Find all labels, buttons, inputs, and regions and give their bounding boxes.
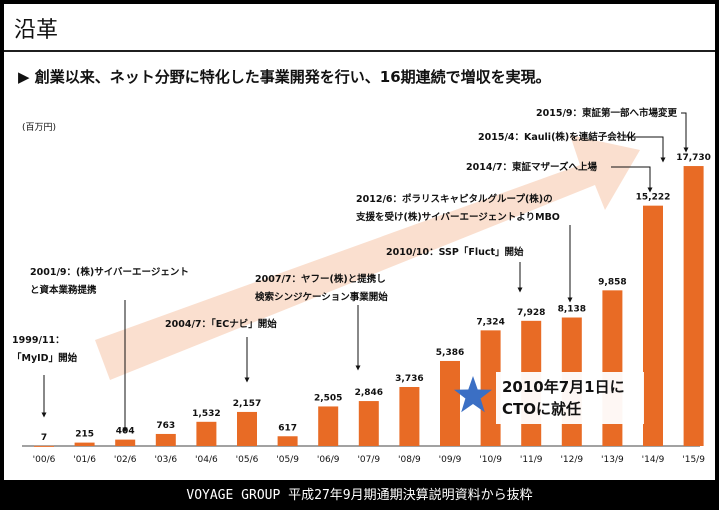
annotation-3-line-0: 2007/7：ヤフー(株)と提携し <box>255 273 386 285</box>
callout-box <box>496 372 644 424</box>
value-label-11: 7,324 <box>476 317 504 327</box>
x-tick-8: '07/9 <box>357 455 380 465</box>
annotation-0-line-0: 1999/11： <box>12 335 65 346</box>
bar-4 <box>196 421 217 446</box>
bar-15 <box>643 205 663 446</box>
value-label-16: 17,730 <box>676 153 711 163</box>
value-label-6: 617 <box>278 423 297 433</box>
annotation-4-line-0: 2010/10：SSP「Fluct」開始 <box>386 246 524 258</box>
value-label-4: 1,532 <box>192 409 220 419</box>
callout-line-1: 2010年7月1日に <box>502 378 625 396</box>
bar-3 <box>155 433 176 446</box>
annotation-7-line-0: 2015/4：Kauli(株)を連結子会社化 <box>478 131 636 143</box>
annotation-arrow-6 <box>611 166 653 193</box>
x-tick-0: '00/6 <box>33 455 56 465</box>
x-tick-16: '15/9 <box>682 455 705 465</box>
x-tick-15: '14/9 <box>642 455 665 465</box>
value-label-5: 2,157 <box>233 399 261 409</box>
bar-2 <box>115 439 136 446</box>
annotation-6-line-0: 2014/7：東証マザーズへ上場 <box>466 161 598 173</box>
annotation-arrow-7 <box>623 136 666 163</box>
annotation-3-line-1: 検索シンジケーション事業開始 <box>255 291 388 303</box>
bar-6 <box>277 436 298 446</box>
unit-label: (百万円) <box>22 122 56 133</box>
annotation-2-line-0: 2004/7：「ECナビ」開始 <box>165 318 277 330</box>
x-tick-7: '06/9 <box>317 455 340 465</box>
x-tick-6: '05/9 <box>276 455 299 465</box>
bar-11 <box>480 330 501 446</box>
slide-title: 沿革 <box>14 18 59 43</box>
bar-0 <box>34 445 54 447</box>
value-label-13: 8,138 <box>558 305 586 315</box>
value-label-9: 3,736 <box>395 374 423 384</box>
value-label-8: 2,846 <box>355 388 383 398</box>
x-tick-1: '01/6 <box>73 455 96 465</box>
annotation-5-line-0: 2012/6：ポラリスキャピタルグループ(株)の <box>356 193 553 205</box>
bar-9 <box>399 387 420 446</box>
value-label-15: 15,222 <box>636 193 671 203</box>
bar-1 <box>74 442 95 446</box>
value-label-14: 9,858 <box>598 277 626 287</box>
x-tick-14: '13/9 <box>601 455 624 465</box>
x-tick-2: '02/6 <box>114 455 137 465</box>
x-tick-3: '03/6 <box>154 455 177 465</box>
value-label-0: 7 <box>41 433 47 443</box>
value-label-7: 2,505 <box>314 393 342 403</box>
x-tick-4: '04/6 <box>195 455 218 465</box>
bar-16 <box>683 166 704 447</box>
value-label-1: 215 <box>75 430 94 440</box>
growth-arrow <box>95 135 640 380</box>
value-label-12: 7,928 <box>517 308 545 318</box>
callout-line-2: CTOに就任 <box>502 400 581 418</box>
annotation-arrow-8 <box>681 112 689 153</box>
x-tick-10: '09/9 <box>439 455 462 465</box>
annotation-8-line-0: 2015/9：東証第一部へ市場変更 <box>536 107 678 119</box>
x-tick-5: '05/6 <box>236 455 259 465</box>
headline: ▶ 創業以来、ネット分野に特化した事業開発を行い、16期連続で増収を実現。 <box>18 68 551 86</box>
annotation-1-line-1: と資本業務提携 <box>30 284 97 296</box>
bar-7 <box>318 406 339 446</box>
annotation-5-line-1: 支援を受け(株)サイバーエージェントよりMBO <box>355 211 560 223</box>
star-icon <box>454 376 492 413</box>
annotation-0-line-1: 「MyID」開始 <box>12 352 78 364</box>
x-tick-13: '12/9 <box>560 455 583 465</box>
x-tick-12: '11/9 <box>520 455 543 465</box>
footer-source: VOYAGE GROUP 平成27年9月期通期決算説明資料から抜粋 <box>186 488 533 503</box>
annotation-1-line-0: 2001/9：(株)サイバーエージェント <box>30 266 189 278</box>
value-label-3: 763 <box>156 421 175 431</box>
bar-5 <box>237 411 257 446</box>
x-tick-9: '08/9 <box>398 455 421 465</box>
bar-10 <box>440 360 460 446</box>
bar-8 <box>358 401 379 446</box>
title-divider <box>4 50 715 52</box>
value-label-10: 5,386 <box>436 348 464 358</box>
x-tick-11: '10/9 <box>479 455 502 465</box>
